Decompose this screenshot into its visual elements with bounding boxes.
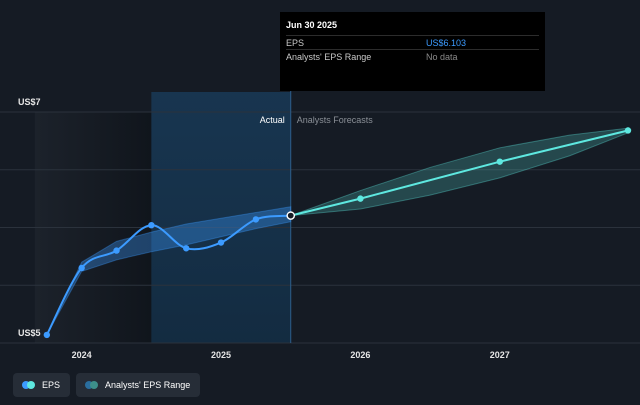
- eps-highlight-point: [286, 211, 296, 220]
- legend-eps-label: EPS: [42, 380, 61, 390]
- y-tick-label-0: US$7: [18, 97, 41, 107]
- eps-forecast-point-1: [357, 195, 364, 202]
- forecast-label: Analysts Forecasts: [297, 115, 374, 125]
- y-tick-label-1: US$5: [18, 328, 41, 338]
- tooltip-date: Jun 30 2025: [286, 20, 338, 30]
- eps-point-5: [217, 239, 225, 246]
- eps-point-0: [43, 331, 51, 339]
- eps-point-1: [78, 264, 85, 272]
- tooltip-range-label: Analysts' EPS Range: [286, 51, 372, 62]
- legend-item-eps[interactable]: EPS: [13, 373, 71, 397]
- tooltip-range-value: No data: [426, 51, 458, 62]
- eps-forecast-point-2: [496, 158, 503, 165]
- eps-point-2: [113, 247, 120, 254]
- tooltip-eps-value: US$6.103: [426, 37, 467, 48]
- tooltip-row-eps: EPS US$6.103: [286, 35, 539, 49]
- legend-item-eps-range[interactable]: Analysts' EPS Range: [76, 373, 201, 397]
- actual-label: Actual: [260, 115, 285, 125]
- eps-point-4: [183, 245, 190, 252]
- x-tick-label-2024: 2024: [72, 350, 92, 360]
- eps-point-6: [252, 216, 260, 223]
- eps-forecast-line: [290, 129, 629, 217]
- tooltip: Jun 30 2025 EPS US$6.103 Analysts' EPS R…: [280, 12, 545, 91]
- legend-eps-swatch-icon: [22, 381, 35, 389]
- x-tick-label-2025: 2025: [211, 350, 231, 360]
- tooltip-eps-label: EPS: [286, 37, 305, 48]
- x-tick-label-2026: 2026: [350, 350, 370, 360]
- eps-forecast-point-3: [624, 127, 632, 134]
- legend-range-swatch-icon: [85, 381, 99, 389]
- tooltip-row-range: Analysts' EPS Range No data: [286, 49, 539, 63]
- x-tick-label-2027: 2027: [490, 350, 510, 360]
- legend: EPS Analysts' EPS Range: [13, 373, 201, 397]
- eps-point-3: [148, 221, 155, 229]
- legend-range-label: Analysts' EPS Range: [105, 380, 191, 390]
